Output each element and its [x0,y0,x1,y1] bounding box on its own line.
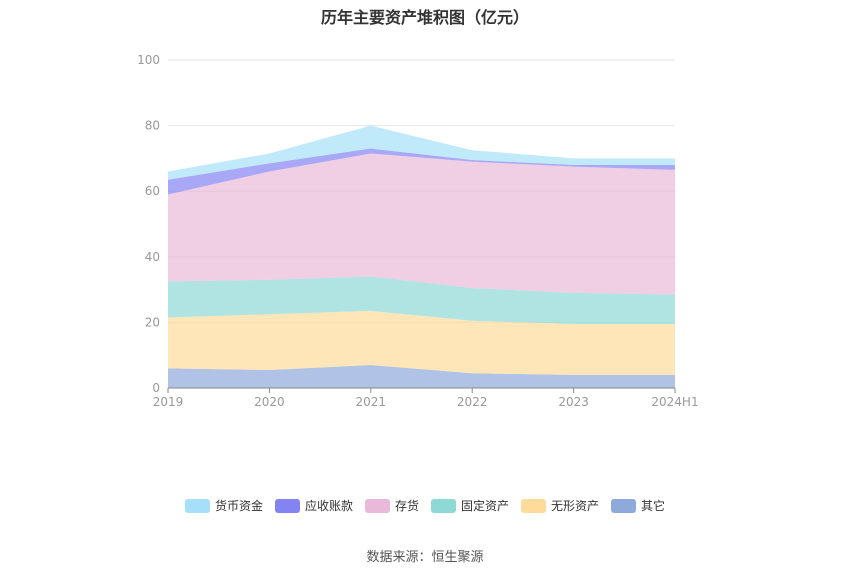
area-series-5 [168,125,675,180]
area-series-4 [168,148,675,195]
x-tick-label: 2024H1 [651,395,698,409]
y-tick-label: 80 [145,119,160,133]
area-series-2 [168,276,675,325]
chart-legend: 货币资金 应收账款 存货 固定资产 无形资产 其它 [0,497,850,514]
legend-swatch [431,498,456,513]
legend-item[interactable]: 固定资产 [431,497,509,514]
y-tick-label: 60 [145,184,160,198]
axis-layer: 0 20 40 60 80 100 2019 2020 2021 2022 2023 2024H1 [137,53,699,409]
legend-item[interactable]: 应收账款 [274,497,353,514]
legend-item[interactable]: 存货 [364,497,419,514]
x-tick-label: 2020 [254,395,285,409]
legend-item[interactable]: 无形资产 [521,497,599,514]
y-tick-label: 40 [145,250,160,264]
legend-label: 其它 [641,499,666,513]
legend-item[interactable]: 货币资金 [184,497,263,514]
area-series-1 [168,310,675,375]
legend-swatch [184,498,210,513]
legend-label: 固定资产 [461,499,510,513]
legend-label: 无形资产 [551,499,600,513]
x-tick-label: 2022 [457,395,488,409]
y-tick-label: 0 [152,381,160,395]
legend-label: 货币资金 [214,499,263,513]
x-tick-label: 2021 [356,395,387,409]
legend-label: 应收账款 [304,499,353,513]
legend-swatch [364,498,390,513]
legend-swatch [274,498,300,513]
y-tick-label: 100 [137,53,160,67]
data-source-note: 数据来源：恒生聚源 [366,550,484,565]
legend-swatch [521,498,547,513]
chart-title: 历年主要资产堆积图（亿元） [320,8,529,27]
legend-item[interactable]: 其它 [611,497,665,514]
area-series-3 [168,153,675,295]
x-tick-label: 2019 [153,395,184,409]
legend-swatch [611,498,637,513]
area-layer [168,125,675,388]
y-tick-label: 20 [145,315,160,329]
legend-label: 存货 [394,499,419,513]
area-series-0 [168,365,675,388]
x-tick-label: 2023 [558,395,589,409]
